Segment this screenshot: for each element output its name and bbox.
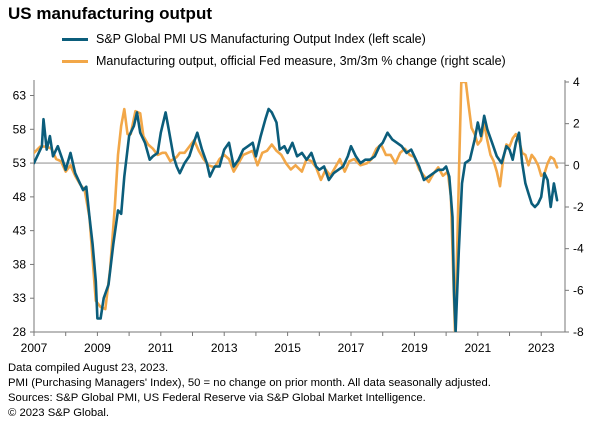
footnote-definition: PMI (Purchasing Managers' Index), 50 = n… <box>8 377 491 389</box>
series-line-fed <box>34 82 559 332</box>
y-right-tick-label: 4 <box>573 75 580 89</box>
plot-area: 63 58 53 48 43 38 33 28 4 2 0 -2 -4 -6 -8 2007 2009 2011 2… <box>13 75 584 355</box>
legend-label-pmi: S&P Global PMI US Manufacturing Output I… <box>96 32 426 46</box>
legend-swatch-pmi <box>62 37 88 41</box>
legend-item-fed: Manufacturing output, official Fed measu… <box>62 54 506 68</box>
x-tick-label: 2011 <box>148 341 174 355</box>
y-right-tick-label: -6 <box>573 283 584 297</box>
x-tick-label: 2007 <box>21 341 48 355</box>
x-tick-label: 2009 <box>84 341 111 355</box>
x-tick-label: 2019 <box>401 341 428 355</box>
footnote-copyright: © 2023 S&P Global. <box>8 407 110 419</box>
y-left-tick-label: 28 <box>13 325 27 339</box>
x-tick-label: 2015 <box>274 341 301 355</box>
y-left-tick-label: 43 <box>13 224 27 238</box>
footnote-date: Data compiled August 23, 2023. <box>8 362 169 374</box>
footnote-sources: Sources: S&P Global PMI, US Federal Rese… <box>8 392 426 404</box>
x-tick-label: 2023 <box>528 341 555 355</box>
y-left-tick-label: 38 <box>13 257 27 271</box>
y-right-tick-label: -2 <box>573 200 584 214</box>
chart-title: US manufacturing output <box>8 4 212 23</box>
legend-label-fed: Manufacturing output, official Fed measu… <box>96 54 506 68</box>
series-line-pmi <box>34 107 559 332</box>
y-left-tick-label: 33 <box>13 291 27 305</box>
x-tick-label: 2013 <box>211 341 238 355</box>
y-left-tick-label: 58 <box>13 122 27 136</box>
y-right-tick-label: 0 <box>573 158 580 172</box>
legend-swatch-fed <box>62 59 88 63</box>
x-tick-label: 2021 <box>464 341 491 355</box>
y-right-tick-label: -8 <box>573 325 584 339</box>
y-left-tick-label: 48 <box>13 190 27 204</box>
y-left-tick-label: 53 <box>13 156 27 170</box>
footnotes: Data compiled August 23, 2023. PMI (Purc… <box>8 361 491 421</box>
y-right-tick-label: -4 <box>573 242 584 256</box>
legend-item-pmi: S&P Global PMI US Manufacturing Output I… <box>62 32 426 46</box>
x-tick-label: 2017 <box>338 341 365 355</box>
y-left-tick-label: 63 <box>13 89 27 103</box>
y-right-tick-label: 2 <box>573 117 580 131</box>
